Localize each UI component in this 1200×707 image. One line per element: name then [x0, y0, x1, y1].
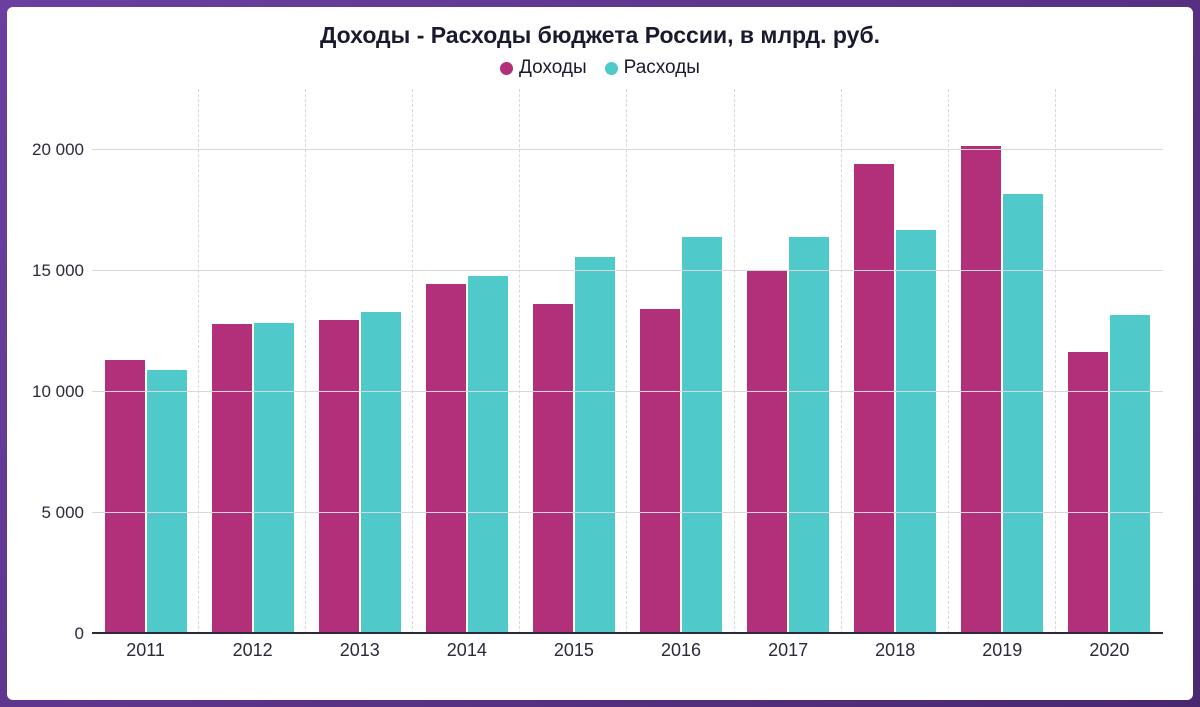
- x-tick-label: 2017: [735, 634, 842, 664]
- bar: [104, 359, 146, 634]
- bar: [532, 303, 574, 634]
- grid-area: 05 00010 00015 00020 000: [92, 89, 1163, 634]
- y-tick-label: 20 000: [32, 140, 84, 160]
- bar-group: [1056, 89, 1163, 634]
- bars-container: [92, 89, 1163, 634]
- chart-title: Доходы - Расходы бюджета России, в млрд.…: [27, 22, 1173, 49]
- bar: [1002, 193, 1044, 634]
- bar-group: [735, 89, 842, 634]
- legend-label-income: Доходы: [519, 57, 587, 79]
- bar: [746, 269, 788, 634]
- bar-group: [627, 89, 734, 634]
- y-tick-label: 15 000: [32, 261, 84, 281]
- bar: [788, 236, 830, 634]
- gridline: 10 000: [92, 391, 1163, 392]
- bar: [253, 322, 295, 634]
- legend-marker-expense: [605, 62, 618, 75]
- bar: [146, 369, 188, 634]
- bar: [425, 283, 467, 634]
- bar: [467, 275, 509, 634]
- x-tick-label: 2015: [520, 634, 627, 664]
- bar-group: [306, 89, 413, 634]
- bar: [360, 311, 402, 634]
- gridline: 5 000: [92, 512, 1163, 513]
- x-tick-label: 2020: [1056, 634, 1163, 664]
- bar: [639, 308, 681, 634]
- bar: [895, 229, 937, 634]
- x-tick-label: 2018: [842, 634, 949, 664]
- legend-marker-income: [500, 62, 513, 75]
- y-tick-label: 10 000: [32, 382, 84, 402]
- gridline: 20 000: [92, 149, 1163, 150]
- bar-group: [520, 89, 627, 634]
- x-axis-labels: 2011201220132014201520162017201820192020: [92, 634, 1163, 664]
- bar: [853, 163, 895, 634]
- x-tick-label: 2016: [627, 634, 734, 664]
- chart-card: Доходы - Расходы бюджета России, в млрд.…: [7, 7, 1193, 700]
- bar-group: [842, 89, 949, 634]
- bar-group: [199, 89, 306, 634]
- y-tick-label: 0: [75, 624, 84, 644]
- x-tick-label: 2014: [413, 634, 520, 664]
- gridline: 15 000: [92, 270, 1163, 271]
- bar: [211, 323, 253, 634]
- x-tick-label: 2011: [92, 634, 199, 664]
- y-tick-label: 5 000: [41, 503, 84, 523]
- bar: [1109, 314, 1151, 634]
- plot-area: 05 00010 00015 00020 000 201120122013201…: [92, 89, 1163, 664]
- bar-group: [949, 89, 1056, 634]
- bar: [681, 236, 723, 634]
- x-tick-label: 2012: [199, 634, 306, 664]
- legend-item-expense: Расходы: [605, 57, 700, 79]
- bar: [960, 145, 1002, 634]
- bar-group: [413, 89, 520, 634]
- bar-group: [92, 89, 199, 634]
- bar: [1067, 351, 1109, 634]
- bar: [574, 256, 616, 634]
- x-tick-label: 2019: [949, 634, 1056, 664]
- legend-label-expense: Расходы: [624, 57, 700, 79]
- bar: [318, 319, 360, 634]
- legend-item-income: Доходы: [500, 57, 587, 79]
- legend: Доходы Расходы: [27, 57, 1173, 79]
- x-tick-label: 2013: [306, 634, 413, 664]
